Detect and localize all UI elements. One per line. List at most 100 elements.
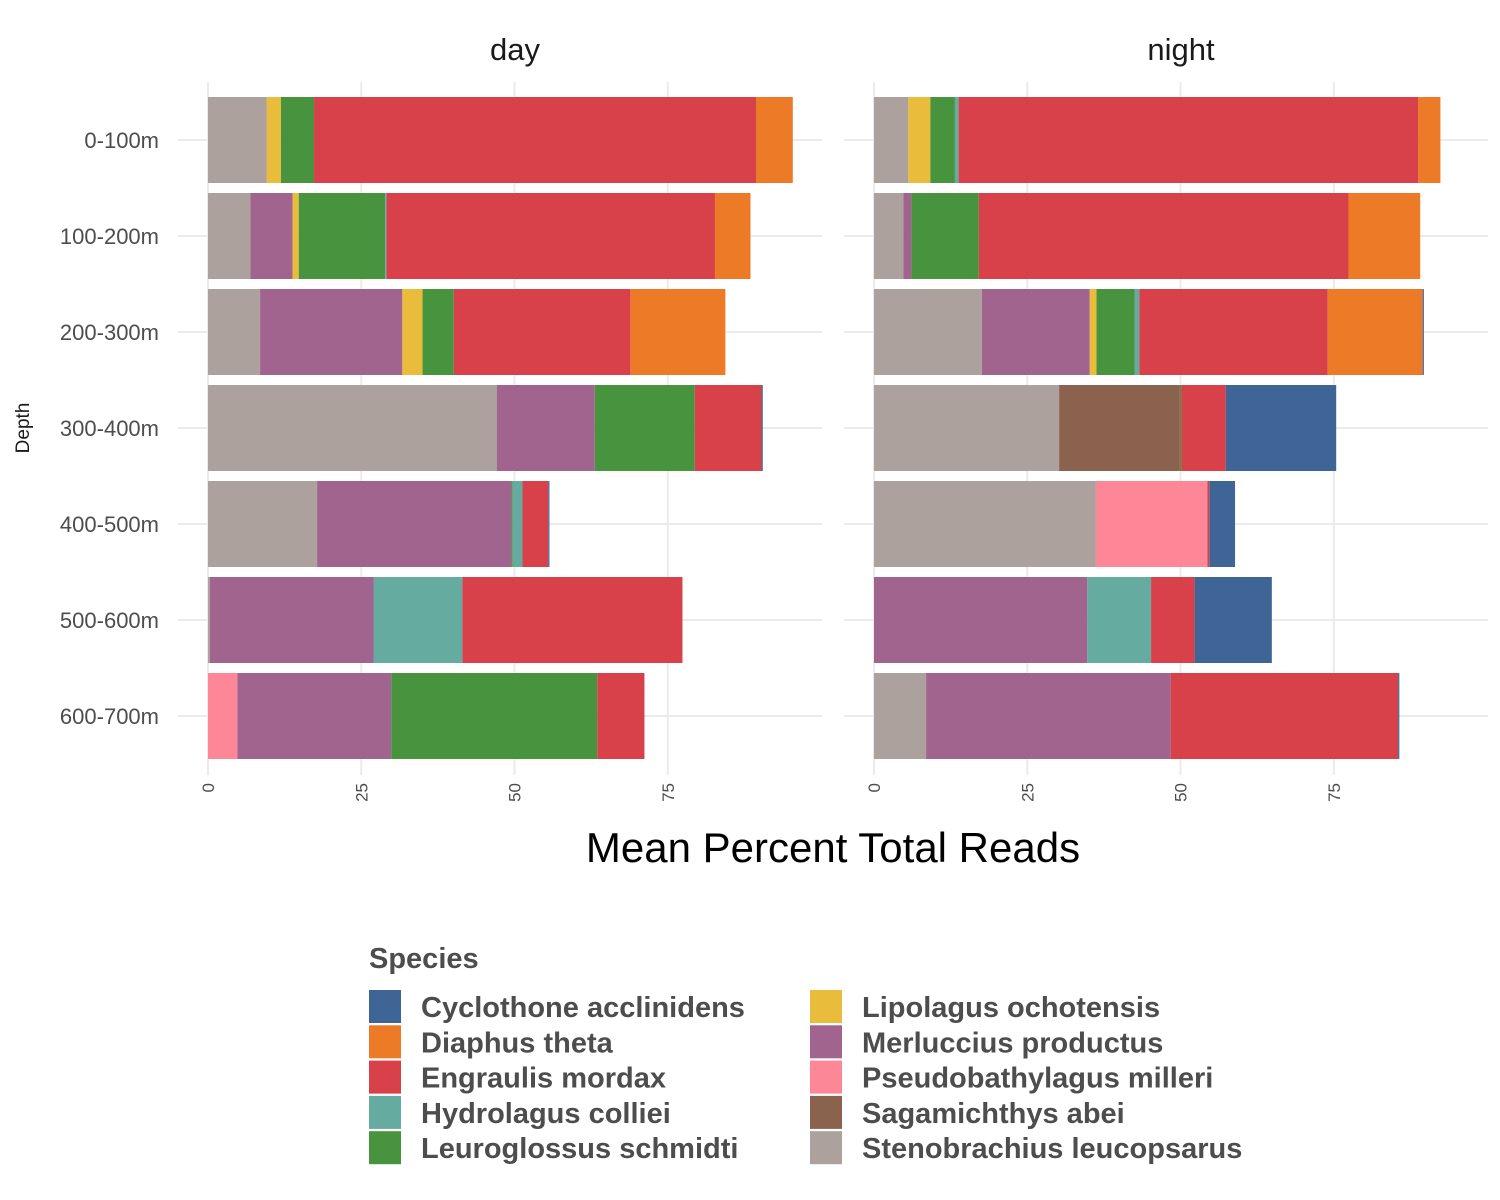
facets: day 0 25 50 75 night 0 25 50 75 0-100m 100-200m 200-… [60,32,1488,802]
y-axis-label: Depth [13,403,34,454]
bar-segment-leuroglossus-schmidti [594,385,695,471]
bar-segment-cyclothone-acclinidens [1422,289,1424,375]
bar-segment-engraulis-mordax [314,97,757,183]
bar-segment-merluccius-productus [317,481,512,567]
bar-segment-leuroglossus-schmidti [1179,385,1182,471]
bar-segment-lipolagus-ochotensis [292,193,299,279]
bar-segment-hydrolagus-colliei [373,577,463,663]
bar-segment-merluccius-productus [874,577,1088,663]
legend-item-engraulis-mordax: Engraulis mordax [369,1060,666,1095]
y-tick-label: 0-100m [84,128,159,153]
legend-item-merluccius-productus: Merluccius productus [810,1025,1163,1059]
bar-segment-stenobrachius-leucopsarus [208,193,251,279]
y-tick-label: 100-200m [60,224,159,249]
legend-label: Hydrolagus colliei [421,1098,671,1130]
x-axis-label: Mean Percent Total Reads [586,824,1080,871]
bar-segment-merluccius-productus [209,577,374,663]
bar-segment-engraulis-mordax [1139,289,1328,375]
bar-segment-cyclothone-acclinidens [1194,577,1272,663]
bar-segment-diaphus-theta [756,97,793,183]
bar-segment-cyclothone-acclinidens [1209,481,1236,567]
bar-segment-leuroglossus-schmidti [930,97,955,183]
bar-segment-leuroglossus-schmidti [280,97,315,183]
bar-segment-pseudobathylagus-milleri [208,673,238,759]
x-tick-label: 25 [352,783,371,802]
bar-segment-hydrolagus-colliei [1087,577,1152,663]
bar-segment-engraulis-mordax [453,289,631,375]
bar-segment-cyclothone-acclinidens [1398,673,1400,759]
legend-key [369,1131,401,1165]
bar-segment-lipolagus-ochotensis [402,289,423,375]
legend-label: Sagamichthys abei [862,1098,1125,1130]
legend-label: Stenobrachius leucopsarus [862,1133,1242,1165]
bar-segment-stenobrachius-leucopsarus [874,673,927,759]
bar-segment-lipolagus-ochotensis [908,97,931,183]
bar-segment-stenobrachius-leucopsarus [208,481,318,567]
bar-segment-merluccius-productus [496,385,595,471]
legend-item-stenobrachius-leucopsarus: Stenobrachius leucopsarus [810,1131,1242,1165]
y-tick-label: 200-300m [60,320,159,345]
x-tick-label: 75 [659,783,678,802]
x-tick-label: 0 [865,783,884,792]
bar-segment-stenobrachius-leucopsarus [208,385,497,471]
bar-segment-stenobrachius-leucopsarus [874,481,1096,567]
bar-segment-diaphus-theta [1418,97,1441,183]
bar-segment-merluccius-productus [250,193,293,279]
legend-label: Cyclothone acclinidens [421,992,745,1024]
legend-label: Merluccius productus [862,1027,1163,1059]
legend-item-sagamichthys-abei: Sagamichthys abei [810,1095,1125,1130]
bar-segment-lipolagus-ochotensis [266,97,281,183]
x-tick-label: 50 [1172,783,1191,802]
y-tick-label: 300-400m [60,416,159,441]
bar-segment-diaphus-theta [630,289,726,375]
bar-segment-merluccius-productus [926,673,1171,759]
bar-segment-engraulis-mordax [958,97,1419,183]
bar-segment-merluccius-productus [237,673,392,759]
x-tick-label: 50 [506,783,525,802]
facet-day: day 0 25 50 75 [178,32,822,802]
bar-segment-pseudobathylagus-milleri [1095,481,1208,567]
bar-segment-diaphus-theta [1348,193,1421,279]
bar-segment-hydrolagus-colliei [512,481,523,567]
legend-item-diaphus-theta: Diaphus theta [369,1025,614,1059]
legend-key [369,1095,401,1129]
bar-segment-stenobrachius-leucopsarus [208,97,267,183]
bar-segment-engraulis-mordax [386,193,715,279]
x-tick-label: 25 [1018,783,1037,802]
legend-label: Engraulis mordax [421,1063,666,1095]
bar-segment-merluccius-productus [981,289,1090,375]
legend-key [810,1060,842,1094]
bar-segment-engraulis-mordax [1170,673,1399,759]
bar-segment-hydrolagus-colliei [1134,289,1140,375]
bar-segment-stenobrachius-leucopsarus [874,97,909,183]
bar-segment-hydrolagus-colliei [385,193,387,279]
legend-item-leuroglossus-schmidti: Leuroglossus schmidti [369,1131,738,1165]
bar-segment-stenobrachius-leucopsarus [208,577,210,663]
facet-title: night [1147,32,1215,67]
legend-label: Diaphus theta [421,1027,614,1059]
y-tick-label: 400-500m [60,512,159,537]
legend-label: Leuroglossus schmidti [421,1133,738,1165]
x-tick-label: 0 [199,783,218,792]
bar-segment-cyclothone-acclinidens [548,481,550,567]
bar-segment-engraulis-mordax [694,385,762,471]
bar-segment-engraulis-mordax [978,193,1349,279]
y-tick-labels: 0-100m 100-200m 200-300m 300-400m 400-500m 50… [60,128,159,729]
bar-segment-engraulis-mordax [1181,385,1226,471]
x-tick-label: 75 [1325,783,1344,802]
bar-segment-stenobrachius-leucopsarus [208,289,261,375]
bar-segment-sagamichthys-abei [1059,385,1180,471]
bar-segment-cyclothone-acclinidens [1225,385,1337,471]
legend-key [810,1095,842,1129]
bar-segment-cyclothone-acclinidens [761,385,763,471]
bar-segment-engraulis-mordax [1207,481,1210,567]
bar-segment-diaphus-theta [1327,289,1423,375]
bar-segment-stenobrachius-leucopsarus [874,385,1060,471]
bar-segment-engraulis-mordax [462,577,683,663]
facet-night: night 0 25 50 75 [844,32,1488,802]
bar-segment-stenobrachius-leucopsarus [874,289,982,375]
legend-item-lipolagus-ochotensis: Lipolagus ochotensis [810,990,1160,1024]
bar-segment-merluccius-productus [903,193,912,279]
